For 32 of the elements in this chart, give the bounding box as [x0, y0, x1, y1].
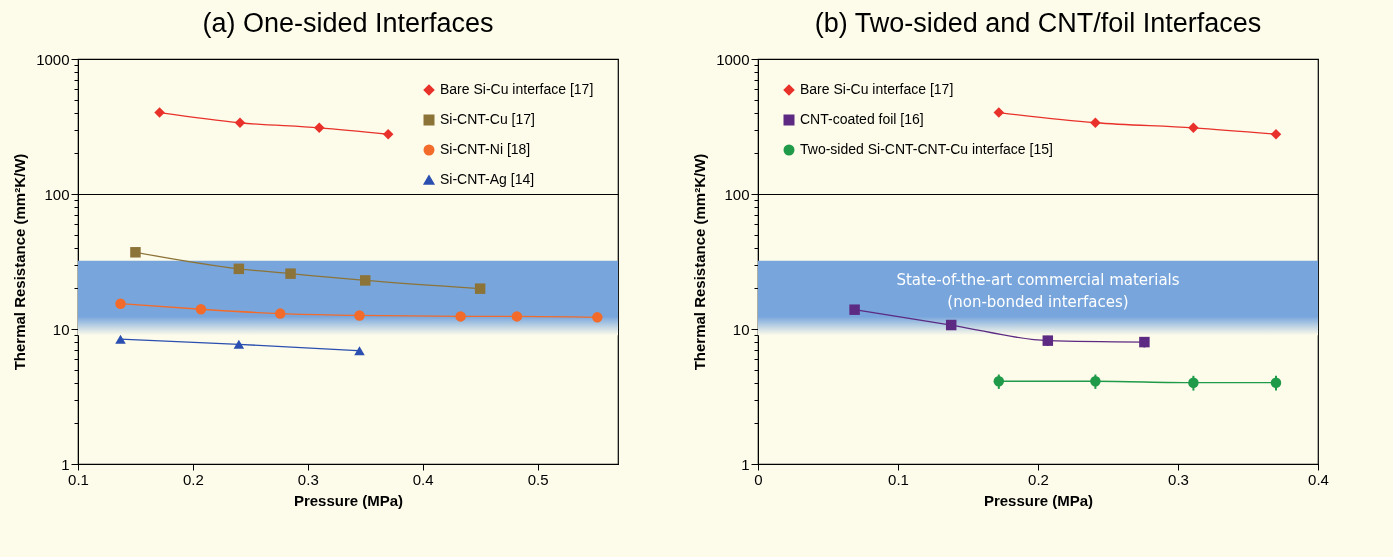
- chart-title: (a) One-sided Interfaces: [202, 8, 494, 38]
- y-tick-label: 1000: [36, 50, 70, 68]
- y-axis-title: Thermal Resistance (mm²K/W): [11, 153, 29, 371]
- x-axis-title: Pressure (MPa): [983, 491, 1094, 509]
- y-tick-label: 100: [724, 185, 750, 203]
- x-tick-label: 0.2: [182, 470, 204, 488]
- legend-label: CNT-coated foil [16]: [800, 111, 924, 127]
- chart-title: (b) Two-sided and CNT/foil Interfaces: [814, 8, 1262, 38]
- x-tick-label: 0.1: [888, 470, 909, 488]
- y-tick-label: 1: [61, 455, 70, 473]
- legend-label: Si-CNT-Ni [18]: [440, 141, 531, 157]
- legend-label: Bare Si-Cu interface [17]: [800, 81, 954, 97]
- x-tick-label: 0.3: [1168, 470, 1189, 488]
- legend-label: Si-CNT-Cu [17]: [440, 111, 535, 127]
- legend-label: Two-sided Si-CNT-CNT-Cu interface [15]: [800, 141, 1053, 157]
- legend-label: Bare Si-Cu interface [17]: [440, 81, 594, 97]
- y-axis-title: Thermal Resistance (mm²K/W): [691, 153, 709, 371]
- x-axis-title: Pressure (MPa): [293, 491, 404, 509]
- x-tick-label: 0.4: [1308, 470, 1329, 488]
- x-tick-label: 0.1: [68, 470, 89, 488]
- x-tick-label: 0.5: [527, 470, 549, 488]
- legend-label: Si-CNT-Ag [14]: [440, 171, 535, 187]
- y-tick-label: 100: [44, 185, 70, 203]
- y-tick-label: 1000: [716, 50, 750, 68]
- x-tick-label: 0.3: [297, 470, 319, 488]
- x-tick-label: 0: [754, 470, 763, 488]
- y-tick-label: 10: [52, 320, 70, 338]
- x-tick-label: 0.2: [1028, 470, 1049, 488]
- y-tick-label: 10: [732, 320, 750, 338]
- x-tick-label: 0.4: [412, 470, 434, 488]
- y-tick-label: 1: [741, 455, 750, 473]
- band-label: State-of-the-art commercial materials (non-bonded interfaces): [896, 271, 1180, 312]
